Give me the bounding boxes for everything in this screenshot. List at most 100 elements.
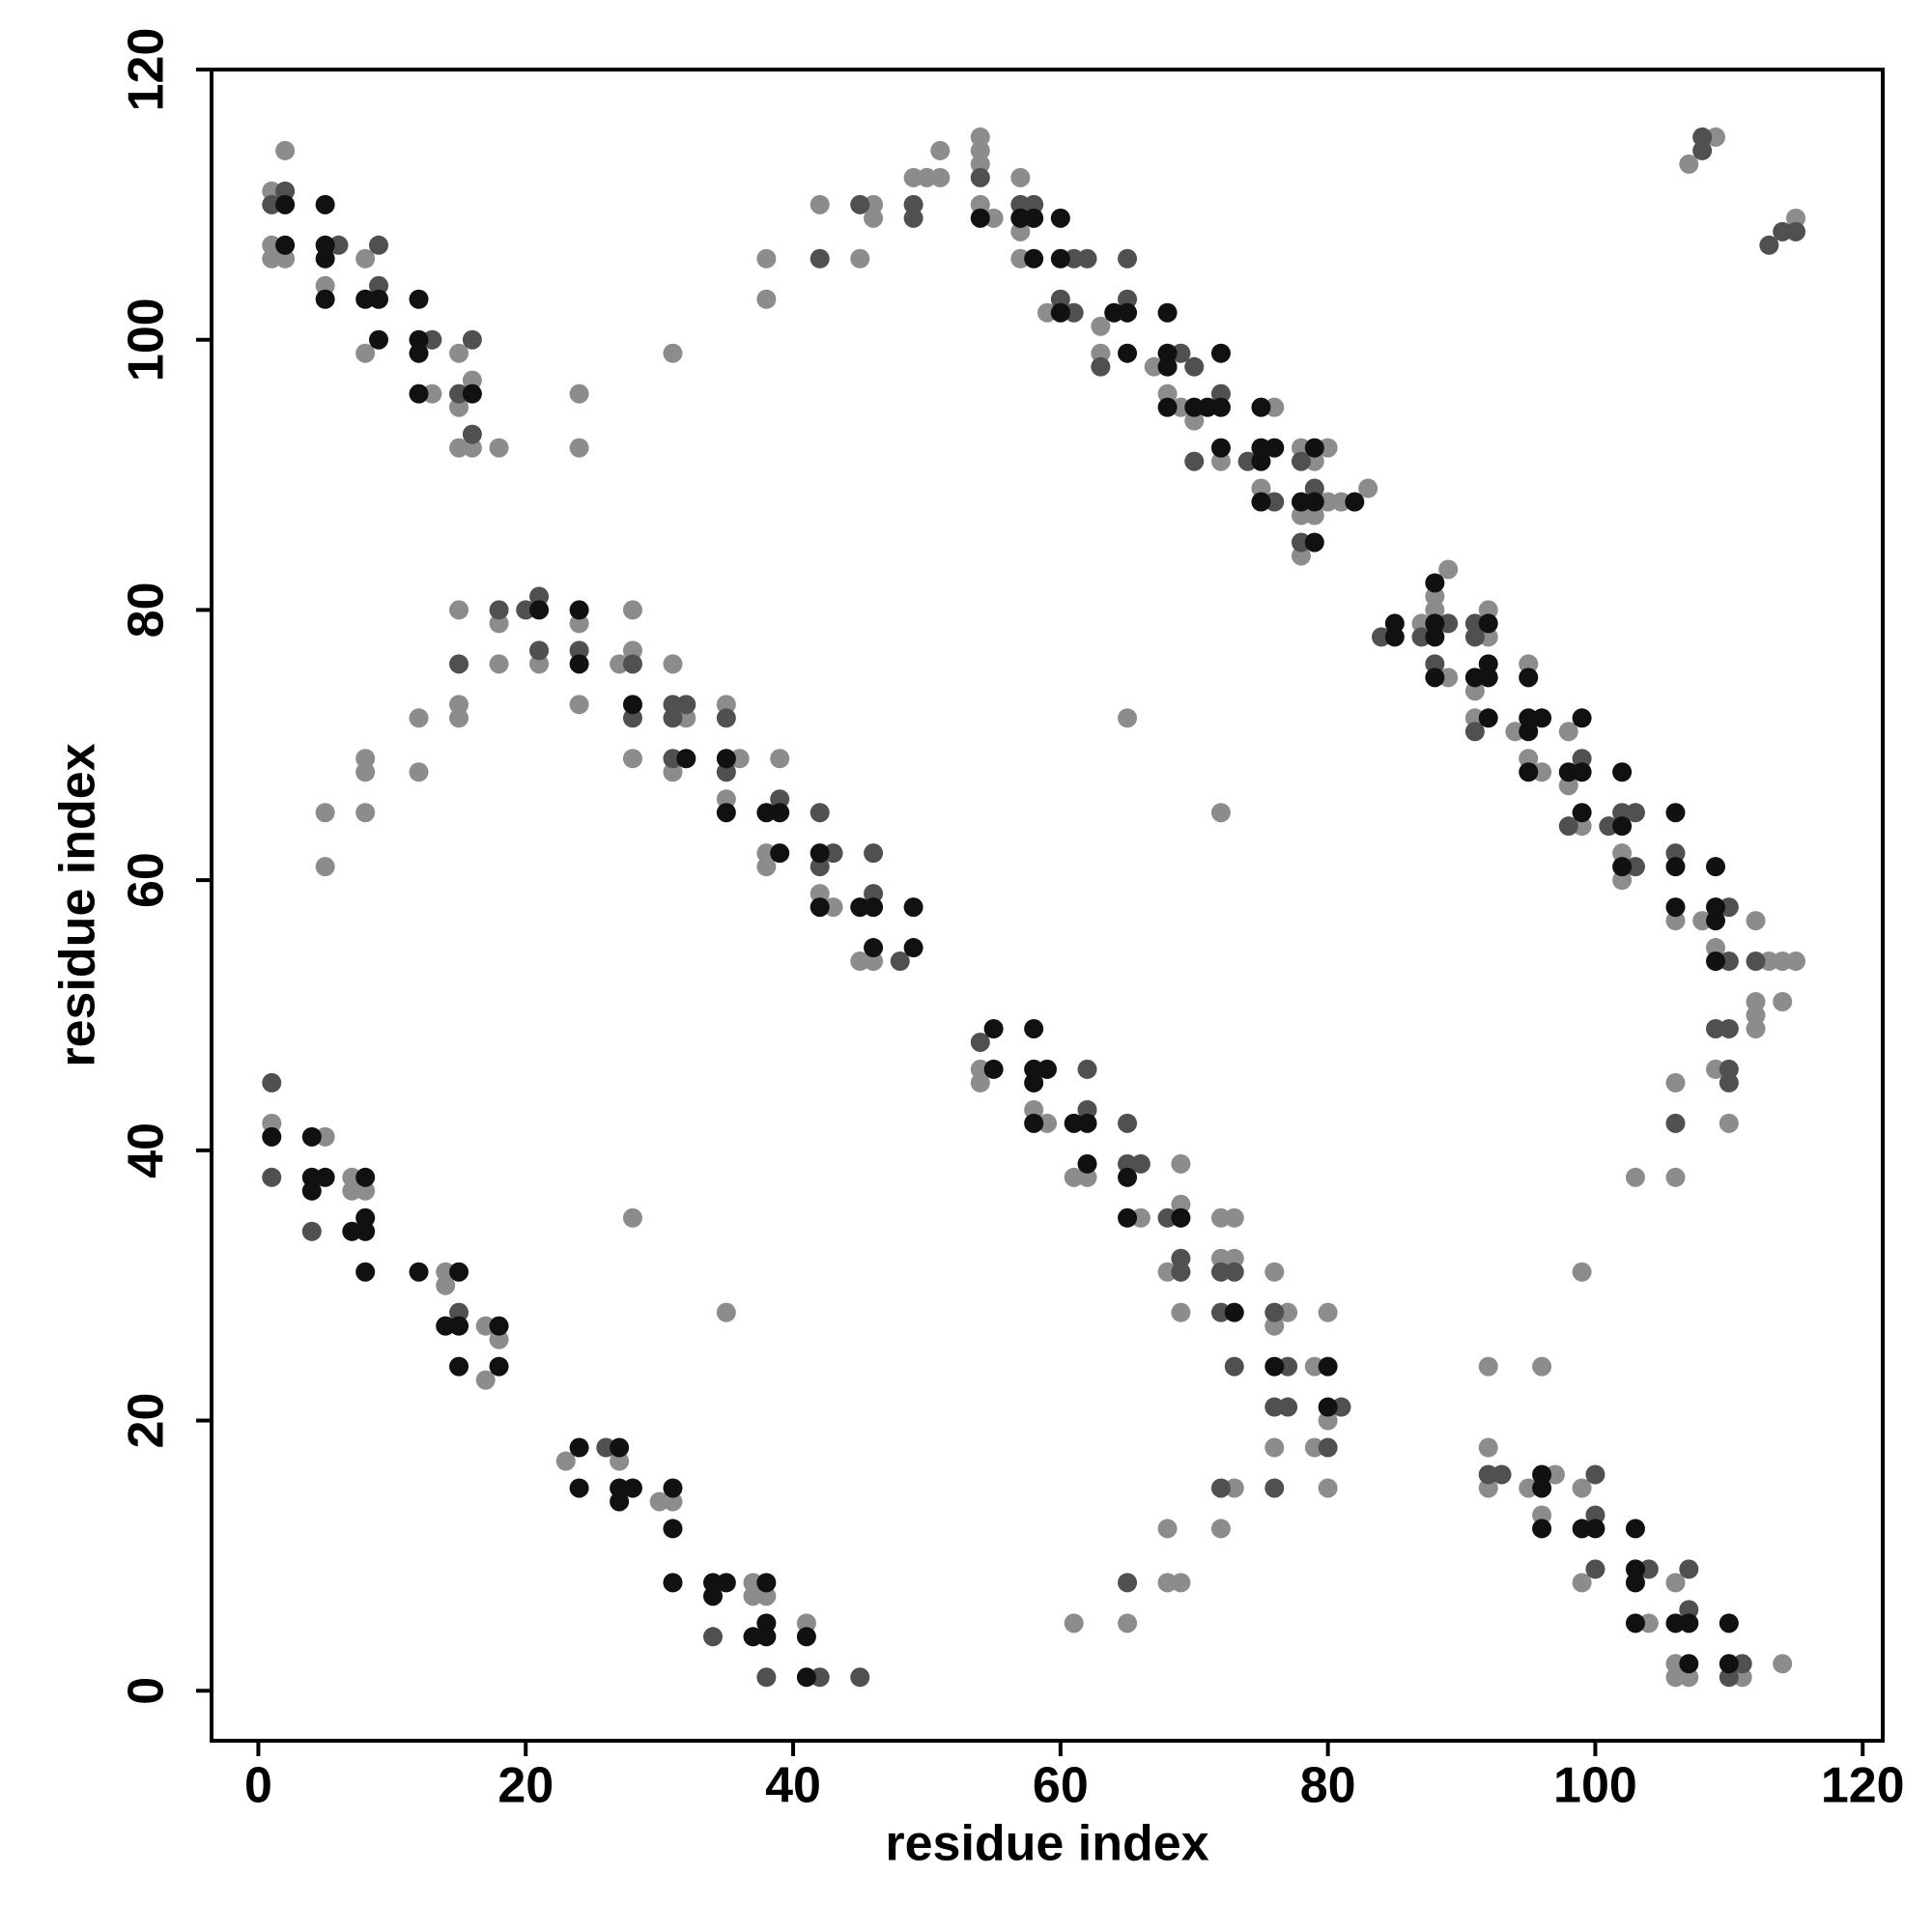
point: [970, 154, 990, 174]
point: [1478, 708, 1498, 728]
point: [516, 600, 536, 620]
point: [315, 289, 335, 309]
point: [1171, 1573, 1191, 1593]
point: [1318, 438, 1338, 458]
point: [756, 843, 777, 864]
point: [1464, 668, 1485, 688]
point: [716, 1573, 736, 1593]
point: [1278, 1302, 1298, 1322]
point: [1157, 356, 1178, 377]
point: [1210, 384, 1231, 404]
point: [449, 654, 469, 674]
point: [1478, 1464, 1498, 1485]
point: [1064, 1113, 1084, 1133]
point: [1464, 613, 1485, 634]
point: [1532, 1464, 1552, 1485]
point: [1425, 654, 1445, 674]
point: [1585, 1464, 1605, 1485]
point: [1786, 208, 1806, 228]
point: [770, 803, 790, 823]
point: [1331, 1397, 1351, 1417]
point: [823, 897, 843, 918]
point: [475, 1316, 496, 1336]
point: [1372, 627, 1391, 647]
point: [1304, 451, 1324, 471]
point: [1318, 1478, 1338, 1498]
point: [1719, 1654, 1739, 1674]
point: [369, 235, 388, 255]
point: [1077, 1099, 1097, 1120]
point: [1264, 492, 1285, 512]
point: [1318, 1437, 1338, 1458]
point: [1224, 1262, 1244, 1282]
point: [1464, 722, 1485, 742]
point: [1425, 573, 1445, 593]
point: [569, 600, 589, 620]
point: [1585, 1559, 1605, 1579]
x-axis-label: residue index: [885, 1816, 1208, 1872]
point: [1210, 397, 1231, 417]
point: [1210, 1519, 1231, 1539]
point: [1532, 1505, 1552, 1525]
point: [1224, 1478, 1244, 1498]
point: [663, 762, 683, 782]
y-tick-label: 60: [119, 852, 175, 908]
point: [756, 857, 777, 877]
point: [1118, 708, 1138, 728]
point: [864, 843, 884, 864]
point: [1064, 1167, 1084, 1187]
plot-frame: [210, 68, 1885, 1743]
point: [1478, 668, 1498, 688]
point: [810, 843, 830, 864]
point: [1291, 438, 1311, 458]
point: [369, 329, 388, 350]
point: [1345, 492, 1365, 512]
point: [1251, 438, 1271, 458]
point: [569, 438, 589, 458]
point: [1585, 1505, 1605, 1525]
point: [436, 1262, 456, 1282]
point: [1706, 952, 1725, 972]
point: [1746, 1005, 1766, 1025]
point: [1572, 1478, 1592, 1498]
point: [569, 1437, 589, 1458]
point: [1719, 1113, 1739, 1133]
point: [1291, 451, 1311, 471]
point: [1130, 1208, 1151, 1228]
point: [676, 695, 696, 715]
point: [1118, 248, 1138, 269]
point: [262, 1167, 282, 1187]
point: [1773, 952, 1793, 972]
point: [1692, 140, 1713, 160]
point: [983, 1059, 1004, 1079]
point: [1665, 897, 1686, 918]
point: [1010, 208, 1031, 228]
y-tick-label: 20: [119, 1393, 175, 1449]
point: [1425, 600, 1445, 620]
point: [1585, 1519, 1605, 1539]
point: [1625, 1559, 1645, 1579]
point: [1318, 492, 1338, 512]
point: [409, 289, 429, 309]
point: [1638, 1613, 1659, 1634]
point: [369, 289, 388, 309]
point: [1210, 1208, 1231, 1228]
point: [1773, 221, 1793, 242]
point: [1612, 816, 1633, 837]
point: [1224, 1302, 1244, 1322]
point: [529, 600, 550, 620]
point: [1519, 1478, 1539, 1498]
point: [275, 194, 296, 214]
point: [462, 370, 482, 390]
point: [1304, 478, 1324, 498]
point: [970, 1072, 990, 1093]
point: [1425, 586, 1445, 607]
point: [1064, 1613, 1084, 1634]
point: [1478, 600, 1498, 620]
point: [1532, 1519, 1552, 1539]
point: [1077, 1153, 1097, 1174]
point: [596, 1437, 616, 1458]
point: [1438, 668, 1459, 688]
point: [328, 235, 349, 255]
point: [864, 952, 884, 972]
